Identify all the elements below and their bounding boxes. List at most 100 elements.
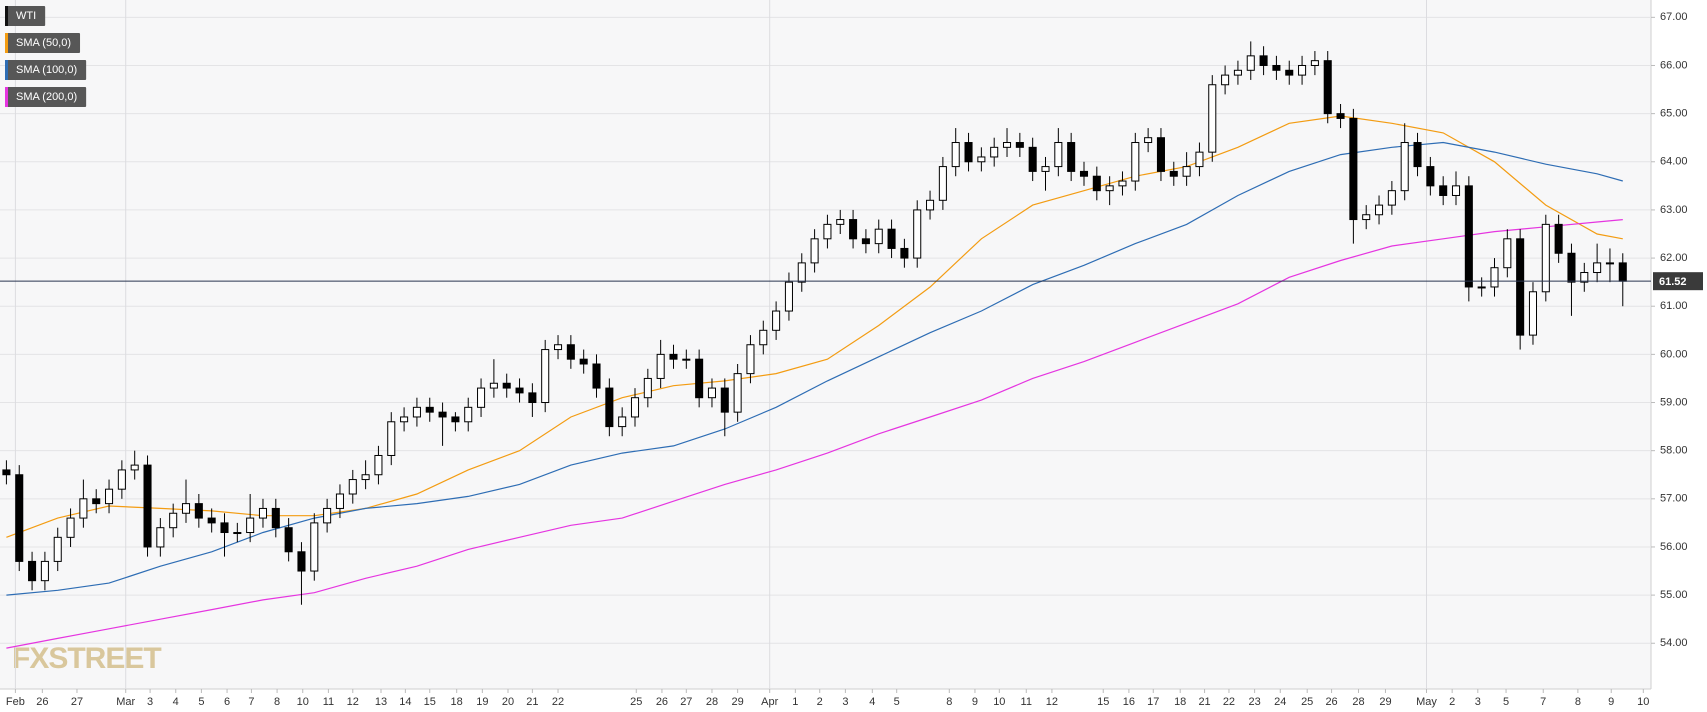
y-tick-label: 67.00 (1660, 11, 1688, 23)
x-tick-label: 12 (1046, 696, 1058, 708)
candle-body (861, 238, 870, 245)
x-tick-label: 6 (224, 696, 230, 708)
candle-body (605, 387, 614, 428)
candle-body (733, 373, 742, 413)
x-tick-label: 5 (894, 696, 900, 708)
y-tick-label: 61.00 (1660, 300, 1688, 312)
candle-body (1477, 286, 1486, 289)
candle-body (1028, 146, 1037, 172)
candle-body (1593, 262, 1602, 274)
y-tick-label: 64.00 (1660, 156, 1688, 168)
y-tick-label: 58.00 (1660, 445, 1688, 457)
candle-body (977, 156, 986, 163)
x-tick-label: 25 (1301, 696, 1313, 708)
candle-body (1580, 272, 1589, 283)
candle-body (836, 219, 845, 225)
candle-body (194, 503, 203, 519)
candle-body (823, 223, 832, 240)
candle-body (412, 406, 421, 418)
candle-body (1285, 69, 1294, 76)
candle-body (502, 382, 511, 389)
candle-body (707, 387, 716, 399)
candle-body (233, 532, 242, 535)
candle-body (92, 498, 101, 505)
candle-body (849, 219, 858, 240)
y-tick-label: 54.00 (1660, 637, 1688, 649)
candle-body (1054, 142, 1063, 168)
candle-body (258, 507, 268, 519)
y-tick-label: 62.00 (1660, 252, 1688, 264)
x-tick-label: Mar (116, 696, 135, 708)
candle-body (451, 416, 460, 423)
candle-body (1516, 238, 1525, 336)
candle-body (40, 560, 49, 582)
x-tick-label: 26 (36, 696, 48, 708)
candle-body (772, 310, 781, 331)
candle-body (1144, 137, 1153, 144)
candle-body (1105, 185, 1114, 192)
legend-item: SMA (100,0) (5, 60, 87, 80)
candle-body (464, 406, 473, 423)
x-tick-label: 14 (399, 696, 411, 708)
candle-body (810, 238, 819, 264)
x-tick-label: 27 (71, 696, 83, 708)
x-tick-label: 10 (1637, 696, 1649, 708)
last-price-label: 61.52 (1659, 276, 1687, 288)
legend-item: WTI (5, 6, 46, 26)
candle-body (618, 416, 627, 428)
candle-body (1528, 291, 1538, 336)
legend-label: SMA (100,0) (16, 64, 77, 76)
candle-body (1002, 142, 1012, 148)
candle-body (1272, 64, 1281, 71)
candle-body (1041, 166, 1050, 172)
candle-body (541, 349, 550, 404)
candle-body (1118, 180, 1127, 187)
candle-body (1349, 117, 1358, 221)
candle-body (1233, 69, 1242, 76)
x-tick-label: 23 (1248, 696, 1260, 708)
candle-body (1490, 267, 1499, 288)
x-tick-label: 9 (1608, 696, 1614, 708)
candle-body (1336, 113, 1345, 119)
y-tick-label: 60.00 (1660, 348, 1688, 360)
candle-body (515, 387, 524, 394)
y-tick-label: 66.00 (1660, 59, 1688, 71)
x-tick-label: 8 (1575, 696, 1581, 708)
sma-line (6, 219, 1623, 649)
x-tick-label: 3 (147, 696, 153, 708)
candle-body (1400, 142, 1409, 192)
candle-body (759, 329, 768, 346)
candle-body (1503, 238, 1512, 269)
x-tick-label: 26 (656, 696, 668, 708)
candle-body (1208, 84, 1217, 153)
candle-body (271, 507, 280, 529)
legend-label: WTI (16, 10, 36, 22)
candle-body (1451, 185, 1461, 196)
candle-body (1092, 175, 1101, 192)
candle-body (335, 493, 344, 509)
candle-body (387, 421, 396, 456)
x-tick-label: 3 (842, 696, 848, 708)
candle-body (323, 507, 332, 524)
candle-body (66, 517, 75, 538)
x-tick-label: 2 (817, 696, 823, 708)
candle-body (784, 281, 793, 312)
candle-body (1246, 55, 1255, 71)
candle-body (310, 522, 319, 572)
x-tick-label: 28 (706, 696, 718, 708)
candle-body (1387, 190, 1396, 206)
candle-body (1156, 137, 1165, 172)
candle-body (887, 228, 896, 249)
x-tick-label: 7 (1540, 696, 1546, 708)
legend-item: SMA (50,0) (5, 33, 81, 53)
candle-body (374, 454, 383, 476)
plot-background (0, 0, 1651, 689)
legend-item: SMA (200,0) (5, 87, 87, 107)
candle-body (1464, 185, 1473, 288)
candle-body (695, 358, 704, 399)
x-tick-label: 28 (1352, 696, 1364, 708)
x-tick-label: 18 (1174, 696, 1186, 708)
candle-body (489, 382, 498, 389)
candle-body (951, 142, 960, 168)
